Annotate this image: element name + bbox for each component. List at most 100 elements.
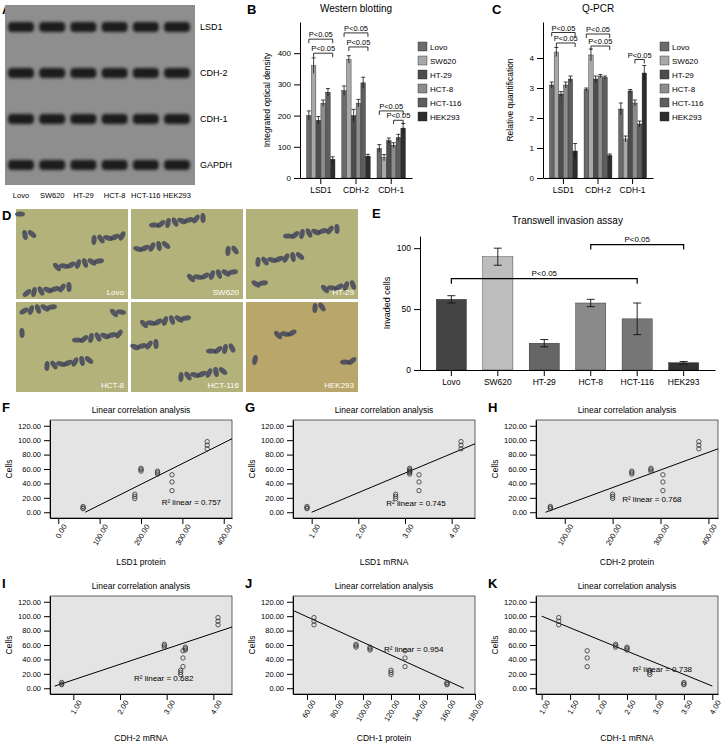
cell xyxy=(147,241,156,252)
point xyxy=(305,504,309,508)
x-tick: HCT-116 xyxy=(620,370,654,387)
axis-title: Invaded cells xyxy=(382,276,392,329)
micrograph-label: HT-29 xyxy=(332,288,354,297)
tick-mark xyxy=(530,602,536,603)
tick-mark xyxy=(565,518,566,524)
tick-mark xyxy=(590,370,591,376)
tick-mark xyxy=(542,694,543,700)
cell xyxy=(221,344,228,355)
scatter-chart: Linear correlation analysis0.0020.0040.0… xyxy=(4,581,233,743)
plot-background xyxy=(293,420,475,518)
significance-bracket xyxy=(591,245,684,250)
y-tick: 100.00 xyxy=(18,436,50,445)
y-tick: 120.00 xyxy=(18,422,50,431)
x-tick: 80.00 xyxy=(328,694,345,719)
tick-label: 100.00 xyxy=(504,436,527,445)
tick-mark xyxy=(294,84,300,85)
tick-mark xyxy=(358,518,359,524)
annotation: R² linear = 0.682 xyxy=(134,674,194,683)
bar xyxy=(637,124,641,178)
tick-mark xyxy=(419,694,420,700)
error-bar xyxy=(331,157,335,162)
tick-mark xyxy=(537,88,543,89)
tick-label: 0.00 xyxy=(26,508,41,517)
tick-mark xyxy=(287,440,293,441)
x-tick: SW620 xyxy=(484,370,512,387)
x-tick: 200.00 xyxy=(132,518,151,547)
tick-mark xyxy=(683,370,684,376)
bar xyxy=(559,94,563,178)
cell xyxy=(181,315,192,321)
tick-mark xyxy=(44,498,50,499)
x-tick: 100.00 xyxy=(91,518,110,547)
tick-mark xyxy=(44,631,50,632)
significance-label: P<0.05 xyxy=(551,24,575,33)
error-bar xyxy=(342,86,346,95)
axis-title: Relative quantification xyxy=(505,58,515,141)
tick-mark xyxy=(44,645,50,646)
tick-label: 20.00 xyxy=(265,670,284,679)
bar xyxy=(316,120,321,178)
plot-background xyxy=(50,596,232,694)
cell xyxy=(36,285,45,296)
scatter-chart: Linear correlation analysis0.0020.0040.0… xyxy=(490,581,723,743)
cell xyxy=(83,355,94,365)
trend-line xyxy=(542,616,713,686)
bar xyxy=(589,55,593,178)
tick-label: 400 xyxy=(278,49,292,58)
tick-label: 400.00 xyxy=(215,523,234,547)
scatter-chart: Linear correlation analysis0.0020.0040.0… xyxy=(247,581,485,743)
y-tick: 200 xyxy=(278,112,300,121)
point xyxy=(417,480,421,484)
point xyxy=(181,664,185,668)
error-bar xyxy=(598,75,602,78)
blot-band xyxy=(164,160,190,170)
cell xyxy=(227,342,236,353)
tick-label: 120.00 xyxy=(261,422,284,431)
cell xyxy=(19,328,25,338)
cell xyxy=(298,229,305,240)
micrograph: SW620 xyxy=(131,209,243,299)
x-tick: HT-29 xyxy=(533,370,556,387)
tick-label: 80.00 xyxy=(508,450,527,459)
tick-label: 0 xyxy=(287,174,292,183)
bar xyxy=(377,148,382,178)
x-tick: LSD1 xyxy=(310,178,332,195)
tick-mark xyxy=(530,498,536,499)
tick-label: 100.00 xyxy=(18,612,41,621)
tick-mark xyxy=(530,469,536,470)
x-tick: 3.00 xyxy=(400,518,415,540)
cell xyxy=(191,213,201,224)
significance-bracket xyxy=(379,111,403,115)
error-bar xyxy=(366,154,370,158)
tick-mark xyxy=(684,694,685,700)
chart-title: Linear correlation analysis xyxy=(335,405,434,415)
tick-mark xyxy=(414,309,420,310)
tick-label: CDH-1 xyxy=(378,185,404,195)
plot-frame xyxy=(293,596,475,694)
cell xyxy=(93,331,102,342)
significance-label: P<0.05 xyxy=(346,38,370,47)
scatter-chart: Linear correlation analysis0.0020.0040.0… xyxy=(4,405,234,567)
cell xyxy=(152,317,163,327)
x-axis: 1.002.003.004.00 xyxy=(294,518,476,540)
y-tick: 100 xyxy=(278,143,300,152)
tick-mark xyxy=(447,694,448,700)
annotation: R² linear = 0.757 xyxy=(162,498,222,507)
tick-mark xyxy=(44,483,50,484)
cell xyxy=(325,224,335,235)
scatter-chart: Linear correlation analysis0.0020.0040.0… xyxy=(490,405,719,567)
x-tick: Lovo xyxy=(442,370,461,387)
x-tick: 160.00 xyxy=(438,694,457,723)
tick-mark xyxy=(167,694,168,700)
cell xyxy=(168,314,176,325)
axis-title: CDH-2 mRNA xyxy=(114,733,168,743)
axis-title: Cells xyxy=(4,460,14,479)
y-tick: 80.00 xyxy=(265,450,293,459)
error-bar xyxy=(564,82,568,88)
cell xyxy=(144,339,154,350)
tick-mark xyxy=(287,631,293,632)
cell xyxy=(281,252,290,263)
y-tick: 100.00 xyxy=(18,612,50,621)
significance-label: P<0.05 xyxy=(628,51,652,60)
